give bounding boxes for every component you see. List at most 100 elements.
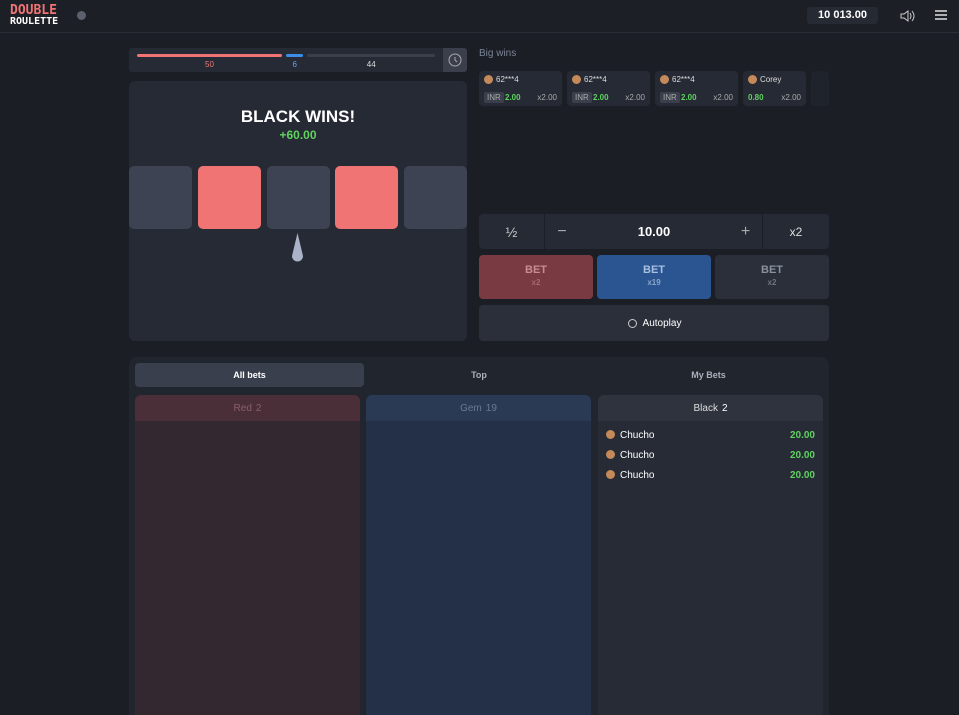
bet-column: Gem 19: [366, 395, 591, 715]
user-name: 62***4: [496, 75, 519, 84]
avatar: [484, 75, 493, 85]
result-title: BLACK WINS!: [240, 107, 356, 126]
win-user: 62***4: [484, 75, 519, 85]
stat-red: 50: [137, 54, 282, 69]
column-header: Red 2: [135, 395, 360, 421]
tile: [404, 166, 467, 229]
autoplay-icon: [627, 318, 637, 328]
tab[interactable]: All bets: [135, 363, 364, 387]
win-card: 62***4 INR 2.00 x2.00: [567, 71, 650, 106]
autoplay-button[interactable]: Autoplay: [479, 305, 829, 341]
half-button[interactable]: ½: [479, 214, 545, 249]
user-name: Corey: [760, 75, 782, 84]
column-name: Gem: [460, 402, 482, 414]
bet-multiplier: x2: [531, 278, 541, 287]
double-button[interactable]: x2: [789, 224, 803, 239]
bet-amount[interactable]: 10.00: [637, 224, 671, 239]
bet-label: BET: [643, 264, 665, 276]
column-count: 19: [485, 402, 497, 414]
bet-row: Chucho 20.00: [598, 445, 823, 465]
tile: [267, 166, 330, 229]
autoplay-label: Autoplay: [642, 317, 682, 329]
history-button[interactable]: [443, 48, 467, 72]
user-name: 62***4: [672, 75, 695, 84]
bet-list: [366, 421, 591, 425]
logo-top: DOUBLE: [10, 3, 57, 18]
bet-label: BET: [525, 264, 547, 276]
bet-list: [135, 421, 360, 425]
pointer: [292, 233, 303, 262]
win-amount: 0.80: [748, 93, 764, 102]
bet-user: Chucho: [606, 450, 654, 461]
win-multiplier: x2.00: [537, 93, 557, 102]
win-amount: 2.00: [593, 93, 609, 102]
avatar: [606, 450, 615, 460]
bet-row: Chucho 20.00: [598, 465, 823, 485]
stat-bar: [286, 54, 304, 57]
column-header: Gem 19: [366, 395, 591, 421]
user-name: Chucho: [620, 469, 655, 481]
avatar: [572, 75, 581, 85]
info-icon[interactable]: [77, 11, 86, 20]
stat-bar: [137, 54, 282, 57]
bet-amount: 20.00: [789, 429, 815, 441]
win-card: 62***4 INR 2.00 x2.00: [655, 71, 738, 106]
column-name: Black: [693, 402, 718, 414]
big-wins-title: Big wins: [479, 48, 517, 59]
column-header: Black 2: [598, 395, 823, 421]
win-multiplier: x2.00: [713, 93, 733, 102]
bet-multiplier: x2: [767, 278, 777, 287]
win-user: Corey: [748, 75, 782, 85]
tile: [335, 166, 398, 229]
avatar: [606, 470, 615, 480]
card-partial: [811, 71, 829, 106]
result-amount: +60.00: [279, 128, 317, 142]
sound-icon[interactable]: [899, 9, 915, 23]
stats-bar: 50 6 44: [129, 48, 467, 72]
header: DOUBLE ROULETTE 10 013.00: [0, 0, 959, 33]
bet-multiplier: x19: [647, 278, 661, 287]
bet-input: ½ − 10.00 + x2: [479, 214, 829, 249]
column-count: 2: [721, 402, 728, 414]
tile: [198, 166, 261, 229]
bet-column: Black 2 Chucho 20.00 Chucho 20.00 Chucho 20.00: [598, 395, 823, 715]
balance: 10 013.00: [807, 7, 878, 24]
bet-list: Chucho 20.00 Chucho 20.00 Chucho 20.00: [598, 421, 823, 485]
menu-icon[interactable]: [935, 10, 947, 20]
stat-label: 6: [292, 60, 297, 69]
bet-user: Chucho: [606, 430, 654, 441]
user-name: 62***4: [584, 75, 607, 84]
bet-button[interactable]: BET x19: [597, 255, 711, 299]
logo[interactable]: DOUBLE ROULETTE: [10, 3, 59, 27]
avatar: [606, 430, 615, 440]
win-multiplier: x2.00: [625, 93, 645, 102]
tile: [129, 166, 192, 229]
avatar: [660, 75, 669, 85]
currency: INR: [484, 92, 504, 103]
minus-button[interactable]: −: [557, 222, 567, 240]
win-user: 62***4: [660, 75, 695, 85]
bet-label: BET: [761, 264, 783, 276]
bet-row: Chucho 20.00: [598, 425, 823, 445]
bet-amount: 20.00: [789, 449, 815, 461]
currency: INR: [572, 92, 592, 103]
column-count: 2: [255, 402, 262, 414]
win-user: 62***4: [572, 75, 607, 85]
bet-button[interactable]: BET x2: [479, 255, 593, 299]
bet-column: Red 2: [135, 395, 360, 715]
stat-gem: 6: [286, 54, 304, 69]
win-card: Corey 0.80 x2.00: [743, 71, 806, 106]
win-card: 62***4 INR 2.00 x2.00: [479, 71, 562, 106]
tab[interactable]: Top: [471, 370, 487, 380]
avatar: [748, 75, 757, 85]
plus-button[interactable]: +: [729, 214, 763, 249]
win-amount: 2.00: [681, 93, 697, 102]
win-multiplier: x2.00: [781, 93, 801, 102]
bet-button[interactable]: BET x2: [715, 255, 829, 299]
column-name: Red: [233, 402, 252, 414]
logo-bottom: ROULETTE: [10, 16, 59, 27]
user-name: Chucho: [620, 429, 655, 441]
tab[interactable]: My Bets: [691, 370, 726, 380]
win-amount: 2.00: [505, 93, 521, 102]
